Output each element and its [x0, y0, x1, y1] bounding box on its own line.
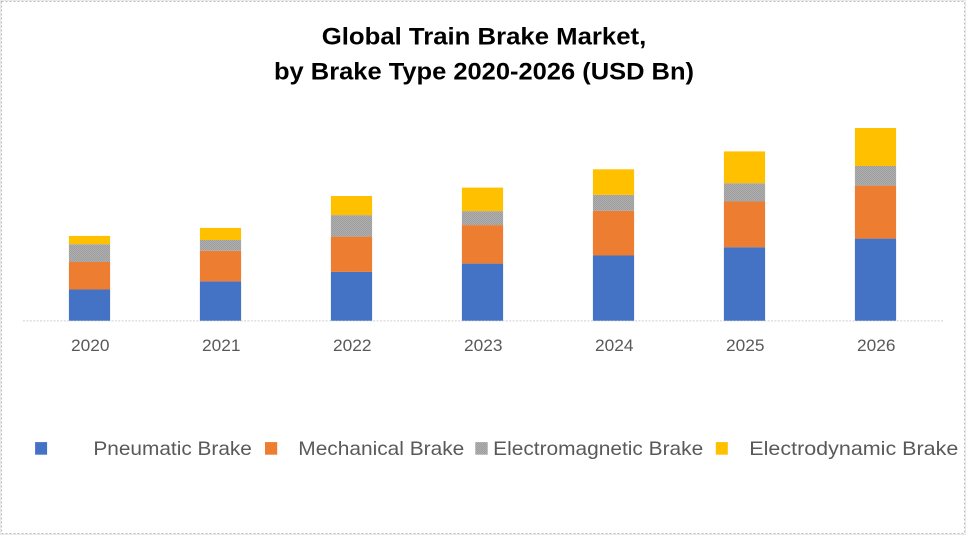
svg-text:Electrodynamic Brake: Electrodynamic Brake: [749, 438, 958, 460]
svg-text:by Brake Type 2020-2026 (USD B: by Brake Type 2020-2026 (USD Bn): [274, 58, 694, 85]
svg-text:2022: 2022: [333, 336, 372, 355]
svg-text:2023: 2023: [464, 336, 503, 355]
svg-text:Mechanical Brake: Mechanical Brake: [298, 438, 464, 460]
svg-text:2026: 2026: [857, 336, 896, 355]
svg-text:2021: 2021: [202, 336, 241, 355]
svg-text:2020: 2020: [71, 336, 110, 355]
svg-text:Global Train Brake Market,: Global Train Brake Market,: [322, 24, 647, 51]
svg-text:Electromagnetic Brake: Electromagnetic Brake: [493, 438, 703, 460]
svg-text:2025: 2025: [726, 336, 765, 355]
svg-text:Pneumatic Brake: Pneumatic Brake: [93, 438, 252, 460]
svg-text:2024: 2024: [595, 336, 634, 355]
